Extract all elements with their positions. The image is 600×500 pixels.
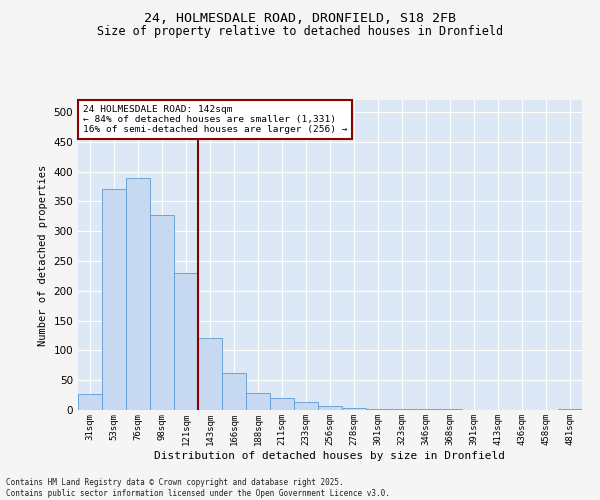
X-axis label: Distribution of detached houses by size in Dronfield: Distribution of detached houses by size …: [155, 450, 505, 460]
Text: 24, HOLMESDALE ROAD, DRONFIELD, S18 2FB: 24, HOLMESDALE ROAD, DRONFIELD, S18 2FB: [144, 12, 456, 26]
Text: Size of property relative to detached houses in Dronfield: Size of property relative to detached ho…: [97, 25, 503, 38]
Bar: [318, 406, 342, 410]
Bar: [222, 373, 246, 410]
Text: 24 HOLMESDALE ROAD: 142sqm
← 84% of detached houses are smaller (1,331)
16% of s: 24 HOLMESDALE ROAD: 142sqm ← 84% of deta…: [83, 104, 347, 134]
Bar: [342, 408, 366, 410]
Bar: [366, 409, 390, 410]
Bar: [150, 215, 174, 410]
Bar: [294, 402, 318, 410]
Y-axis label: Number of detached properties: Number of detached properties: [38, 164, 48, 346]
Bar: [102, 190, 126, 410]
Bar: [78, 394, 102, 410]
Text: Contains HM Land Registry data © Crown copyright and database right 2025.
Contai: Contains HM Land Registry data © Crown c…: [6, 478, 390, 498]
Bar: [246, 394, 270, 410]
Bar: [558, 409, 582, 410]
Bar: [198, 338, 222, 410]
Bar: [174, 273, 198, 410]
Bar: [126, 178, 150, 410]
Bar: [270, 398, 294, 410]
